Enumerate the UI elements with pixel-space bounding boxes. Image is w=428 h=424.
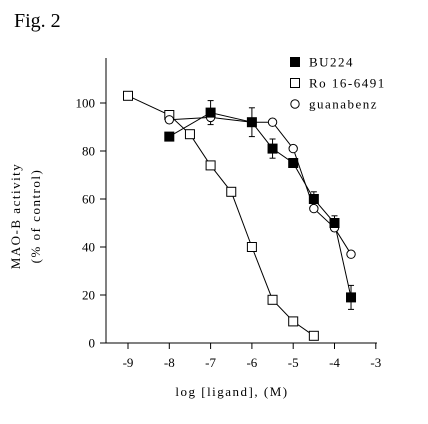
data-point-guanabenz xyxy=(267,117,278,127)
y-axis-label-line1: MAO-B activity xyxy=(8,163,23,270)
x-tick-label: -3 xyxy=(370,355,381,370)
data-point-bu224 xyxy=(205,107,216,118)
data-point-ro-16-6491 xyxy=(246,242,257,252)
data-point-bu224 xyxy=(246,117,257,128)
data-point-ro-16-6491 xyxy=(205,160,216,171)
data-point-ro-16-6491 xyxy=(308,330,319,341)
y-tick-label: 40 xyxy=(82,240,95,255)
legend-marker-bu224 xyxy=(290,57,300,67)
x-tick-label: -9 xyxy=(123,355,134,370)
figure-label: Fig. 2 xyxy=(14,10,61,32)
x-axis-label: log [ligand], (M) xyxy=(175,384,288,399)
data-point-bu224 xyxy=(288,158,299,168)
series-line-bu224 xyxy=(169,112,352,298)
y-axis-label-line2: (% of control) xyxy=(28,169,43,264)
data-point-ro-16-6491 xyxy=(184,129,195,140)
x-tick-label: -5 xyxy=(288,355,299,370)
legend-marker-ro-16-6491 xyxy=(290,78,300,88)
y-tick-label: 80 xyxy=(82,144,95,159)
data-point-guanabenz xyxy=(346,249,356,259)
data-point-bu224 xyxy=(164,131,175,142)
x-tick-label: -7 xyxy=(205,355,216,370)
y-tick-label: 0 xyxy=(89,336,96,351)
series-lines xyxy=(127,95,352,337)
error-bars xyxy=(207,100,355,310)
data-point-bu224 xyxy=(346,292,357,303)
legend-marker-guanabenz xyxy=(290,99,300,109)
x-tick-label: -4 xyxy=(329,355,340,370)
data-point-ro-16-6491 xyxy=(267,294,278,305)
legend-label-ro-16-6491: Ro 16-6491 xyxy=(309,76,386,91)
x-axis-ticks: -9 -8 -7 -6 -5 -4 -3 xyxy=(123,343,381,370)
y-tick-label: 100 xyxy=(76,96,96,111)
data-point-ro-16-6491 xyxy=(288,316,299,327)
data-point-bu224 xyxy=(308,194,319,204)
x-tick-label: -8 xyxy=(164,355,175,370)
data-point-bu224 xyxy=(329,218,340,228)
data-point-guanabenz xyxy=(309,203,319,214)
legend-label-guanabenz: guanabenz xyxy=(309,97,378,112)
x-tick-label: -6 xyxy=(246,355,257,370)
data-point-guanabenz xyxy=(164,115,175,125)
series-line-guanabenz xyxy=(169,116,352,255)
legend: BU224 Ro 16-6491 guanabenz xyxy=(290,55,386,112)
data-point-bu224 xyxy=(267,143,278,154)
data-point-ro-16-6491 xyxy=(226,186,237,197)
y-tick-label: 60 xyxy=(82,192,95,207)
data-point-ro-16-6491 xyxy=(123,90,133,101)
data-point-guanabenz xyxy=(288,143,298,154)
y-axis-ticks: 0 20 40 60 80 100 xyxy=(76,96,106,351)
legend-label-bu224: BU224 xyxy=(309,55,354,70)
y-tick-label: 20 xyxy=(82,288,95,303)
data-markers xyxy=(123,90,357,341)
series-line-ro-16-6491 xyxy=(127,95,315,337)
